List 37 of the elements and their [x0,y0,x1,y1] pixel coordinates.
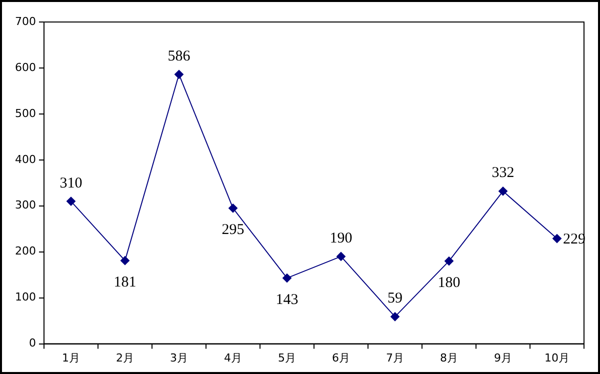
x-tick-label: 1月 [62,351,80,364]
point [228,204,238,213]
y-tick-label: 0 [28,336,36,350]
y-tick-label: 200 [14,244,36,258]
x-tick-label: 10月 [544,351,570,364]
point [120,256,130,266]
x-tick-label: 9月 [494,351,512,364]
x-tick-label: 8月 [440,351,458,364]
y-tick-label: 300 [14,198,36,212]
point [174,70,184,79]
point [390,312,400,322]
x-tick-label: 4月 [224,351,242,364]
y-tick-label: 100 [14,290,36,304]
data-label: 310 [60,175,82,192]
data-label: 181 [114,274,136,291]
point [66,196,76,206]
point [444,256,454,266]
data-label: 332 [492,165,514,182]
y-tick-label: 400 [14,152,36,166]
point [282,274,292,283]
x-tick-label: 7月 [386,351,404,364]
data-label: 143 [276,292,298,308]
x-tick-label: 6月 [332,351,350,364]
point [552,234,562,244]
point [498,186,508,196]
y-tick-label: 700 [14,14,36,28]
x-tick-label: 2月 [116,351,134,364]
x-tick-label: 5月 [278,351,296,364]
x-tick-label: 3月 [170,351,188,364]
point [336,252,346,261]
y-tick-label: 600 [14,60,36,74]
data-label: 180 [438,275,460,292]
data-label: 59 [388,290,402,307]
data-label: 295 [222,222,244,238]
y-tick-label: 500 [14,106,36,120]
data-label: 190 [330,230,352,246]
data-label: 586 [168,48,191,64]
